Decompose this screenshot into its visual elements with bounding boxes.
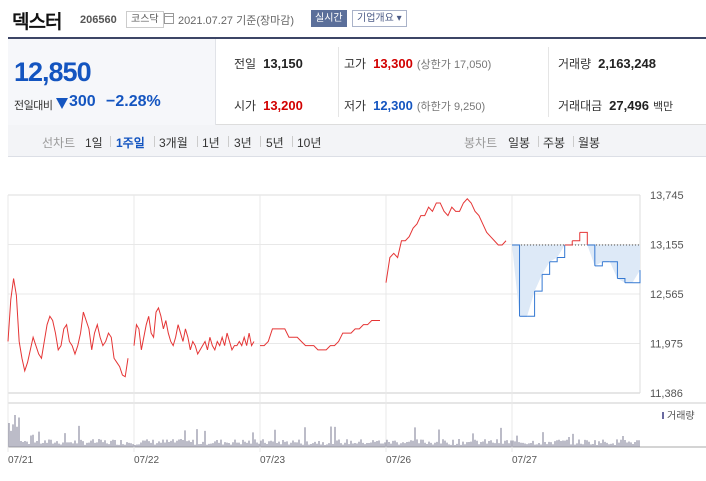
x-tick-label: 07/27 [512, 455, 537, 466]
prev-close-value: 13,150 [263, 56, 303, 71]
tab-divider [154, 136, 155, 147]
chart-grid [7, 194, 706, 452]
y-tick-label: 11,975 [650, 339, 683, 351]
price-line-07-21 [7, 278, 129, 378]
y-tick-label: 13,745 [650, 190, 684, 202]
high-label: 고가 [344, 57, 367, 71]
price-line-07-26 [385, 198, 507, 283]
current-price: 12,850 [14, 57, 92, 87]
open-label: 시가 [234, 99, 257, 113]
price-change: 300 [69, 93, 96, 110]
realtime-button[interactable]: 실시간 [311, 10, 347, 27]
x-tick-label: 07/21 [8, 455, 33, 466]
market-badge: 코스닥 [126, 11, 164, 28]
low-cell: 저가 12,300 (하한가 9,250) [344, 97, 485, 115]
high-cell: 고가 13,300 (상한가 17,050) [344, 55, 491, 73]
price-step [572, 232, 581, 242]
price-step [632, 270, 641, 284]
price-step [534, 274, 543, 292]
x-tick-label: 07/22 [134, 455, 159, 466]
tab-5y[interactable]: 5년 [266, 136, 284, 150]
volume-label: 거래량 [558, 57, 592, 71]
upper-limit: (상한가 17,050) [416, 59, 492, 71]
price-step [512, 244, 521, 317]
y-axis-labels: 13,745 13,155 12,565 11,975 11,386 [650, 190, 684, 400]
price-step [587, 244, 596, 266]
price-step [617, 278, 626, 283]
price-line-07-22 [133, 306, 255, 356]
tab-1y[interactable]: 1년 [202, 136, 220, 150]
x-tick-label: 07/26 [386, 455, 411, 466]
stock-header: 덱스터 206560 코스닥 2021.07.27 기준(장마감) 실시간 기업… [0, 0, 706, 36]
tab-divider [228, 136, 229, 147]
price-step [549, 257, 558, 263]
line-chart-label: 선차트 [42, 136, 76, 150]
down-triangle-icon [56, 98, 68, 109]
lower-limit: (하한가 9,250) [416, 101, 486, 113]
volume-legend: 거래량 [667, 410, 695, 422]
high-value: 13,300 [373, 56, 413, 71]
price-change-percent: −2.28% [106, 93, 161, 110]
stock-name: 덱스터 [12, 12, 62, 33]
tab-1d[interactable]: 1일 [85, 136, 103, 150]
amount-label: 거래대금 [558, 99, 603, 113]
y-tick-label: 13,155 [650, 240, 684, 252]
x-axis-labels: 07/21 07/22 07/23 07/26 07/27 [8, 455, 537, 466]
price-step [527, 291, 536, 317]
divider [548, 47, 549, 117]
price-line-07-23 [260, 319, 380, 351]
tab-weekly[interactable]: 주봉 [543, 136, 566, 150]
price-step [609, 261, 618, 279]
current-price-panel: 12,850 전일대비 300 −2.28% [8, 39, 216, 125]
price-step [557, 244, 566, 259]
tab-divider [292, 136, 293, 147]
price-line [7, 198, 641, 378]
tab-1w[interactable]: 1주일 [116, 136, 145, 150]
volume-cell: 거래량 2,163,248 [558, 55, 656, 73]
stock-code: 206560 [80, 14, 117, 26]
price-step [564, 240, 573, 246]
tab-divider [197, 136, 198, 147]
volume-legend-swatch [662, 412, 664, 419]
prev-close-cell: 전일 13,150 [234, 55, 303, 73]
chart-period-tabs: 선차트 1일 1주일 3개월 1년 3년 5년 10년 봉차트 일봉 주봉 월봉 [8, 125, 706, 157]
x-tick-label: 07/23 [260, 455, 285, 466]
y-tick-label: 11,386 [650, 388, 683, 400]
tab-divider [573, 136, 574, 147]
volume-value: 2,163,248 [598, 56, 656, 71]
y-tick-label: 12,565 [650, 289, 684, 301]
tab-divider [110, 136, 111, 147]
volume-bars [8, 415, 640, 447]
price-step [594, 261, 603, 267]
as-of-date: 2021.07.27 기준(장마감) [178, 15, 295, 27]
change-label: 전일대비 [14, 100, 53, 112]
tab-divider [260, 136, 261, 147]
down-area-fill [512, 244, 640, 317]
tab-monthly[interactable]: 월봉 [578, 136, 601, 150]
low-label: 저가 [344, 99, 367, 113]
tab-3m[interactable]: 3개월 [159, 136, 188, 150]
tab-3y[interactable]: 3년 [234, 136, 252, 150]
tab-daily[interactable]: 일봉 [508, 136, 531, 150]
divider [338, 47, 339, 117]
low-value: 12,300 [373, 98, 413, 113]
amount-cell: 거래대금 27,496 백만 [558, 97, 673, 115]
price-step [542, 261, 551, 275]
prev-close-label: 전일 [234, 57, 257, 71]
price-step [579, 231, 588, 245]
amount-unit: 백만 [652, 101, 674, 113]
price-summary: 12,850 전일대비 300 −2.28% 전일 13,150 고가 13,300… [8, 37, 706, 125]
calendar-icon [164, 13, 174, 24]
amount-value: 27,496 [609, 98, 649, 113]
open-cell: 시가 13,200 [234, 97, 303, 115]
tab-10y[interactable]: 10년 [297, 136, 322, 150]
open-value: 13,200 [263, 98, 303, 113]
company-info-dropdown[interactable]: 기업개요 ▾ [352, 10, 407, 27]
candle-chart-label: 봉차트 [464, 136, 498, 150]
tab-divider [538, 136, 539, 147]
